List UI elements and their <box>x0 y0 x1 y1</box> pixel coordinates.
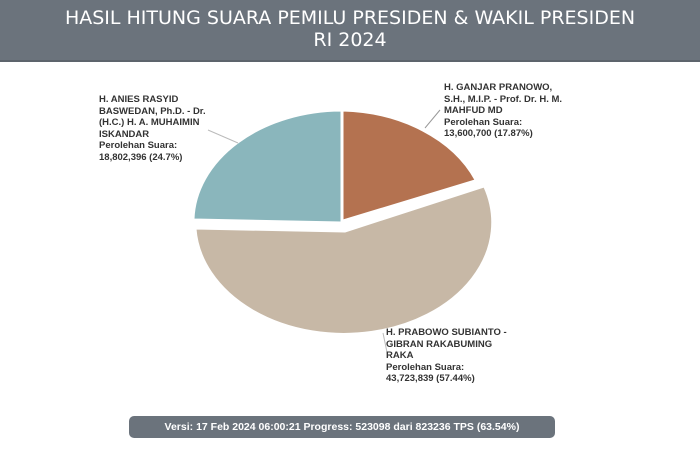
data-label-ganjar: H. GANJAR PRANOWO, S.H., M.I.P. - Prof. … <box>444 82 562 140</box>
leader-line-ganjar <box>424 109 441 129</box>
page-header: HASIL HITUNG SUARA PEMILU PRESIDEN & WAK… <box>0 0 700 62</box>
data-label-anies: H. ANIES RASYID BASWEDAN, Ph.D. - Dr. (H… <box>99 94 206 163</box>
data-label-prabowo: H. PRABOWO SUBIANTO - GIBRAN RAKABUMING … <box>386 327 507 385</box>
pie-svg <box>193 109 493 358</box>
label-anies-votes-value: 18,802,396 (24.7%) <box>99 151 183 163</box>
slice-prabowo[interactable] <box>195 186 493 334</box>
label-prabowo-line3: RAKA <box>386 350 414 361</box>
label-ganjar-line2: S.H., M.I.P. - Prof. Dr. H. M. <box>444 93 563 105</box>
label-ganjar-line3: MAHFUD MD <box>444 105 503 116</box>
leader-line-prabowo <box>382 332 389 358</box>
slice-anies[interactable] <box>193 110 342 223</box>
label-prabowo-votes-value: 43,723,839 (57.44%) <box>386 373 475 384</box>
label-anies-line4: ISKANDAR <box>99 128 150 140</box>
progress-status-badge: Versi: 17 Feb 2024 06:00:21 Progress: 52… <box>129 416 555 438</box>
page-title-line1: HASIL HITUNG SUARA PEMILU PRESIDEN & WAK… <box>64 7 636 29</box>
label-anies-line3: (H.C.) H. A. MUHAIMIN <box>99 117 200 128</box>
label-ganjar-votes-value: 13,600,700 (17.87%) <box>444 128 533 139</box>
label-prabowo-line1: H. PRABOWO SUBIANTO - <box>386 327 507 338</box>
slice-ganjar[interactable] <box>342 110 476 221</box>
label-ganjar-votes-caption: Perolehan Suara: <box>444 116 523 128</box>
label-anies-line2: BASWEDAN, Ph.D. - Dr. <box>99 105 206 117</box>
label-ganjar-line1: H. GANJAR PRANOWO, <box>444 82 553 93</box>
leader-line-anies <box>207 129 239 144</box>
label-anies-votes-caption: Perolehan Suara: <box>99 140 178 151</box>
label-prabowo-votes-caption: Perolehan Suara: <box>386 361 465 373</box>
label-prabowo-line2: GIBRAN RAKABUMING <box>386 338 493 350</box>
label-anies-line1: H. ANIES RASYID <box>99 94 179 105</box>
pie-chart: H. ANIES RASYID BASWEDAN, Ph.D. - Dr. (H… <box>0 64 700 404</box>
page-title-line2: RI 2024 <box>313 29 387 51</box>
